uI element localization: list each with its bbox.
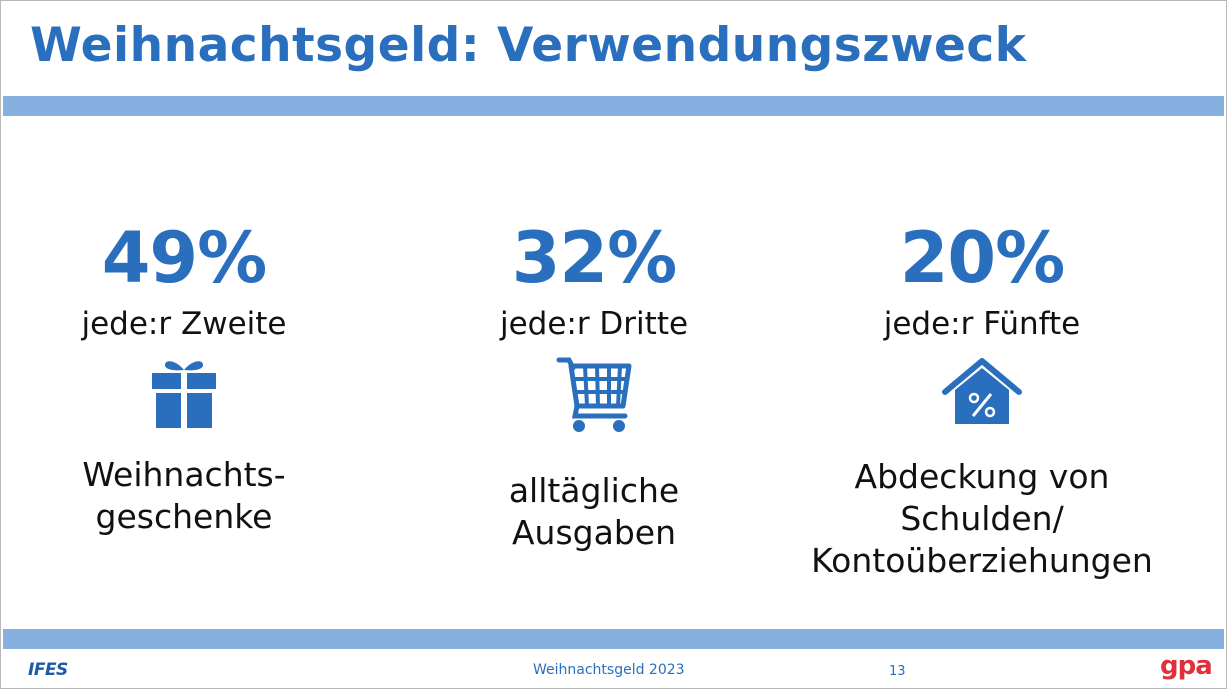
description-line: Ausgaben xyxy=(511,513,677,552)
description-line: Schulden/ xyxy=(900,499,1064,538)
house-percent-icon xyxy=(942,358,1022,424)
stat-column-expenses: 32% jede:r Dritte alltägliche Ausgaben xyxy=(444,217,744,552)
stat-share: jede:r Dritte xyxy=(499,306,689,342)
stat-share: jede:r Zweite xyxy=(81,306,287,342)
ifes-logo: IFES xyxy=(28,660,68,680)
description-line: geschenke xyxy=(95,497,273,536)
page-number: 13 xyxy=(889,664,906,679)
bottom-band xyxy=(3,629,1224,649)
description-line: Weihnachts- xyxy=(82,455,286,494)
stat-percent: 32% xyxy=(511,217,678,299)
stat-percent: 49% xyxy=(101,217,268,299)
stat-description: Abdeckung von Schulden/ Kontoüberziehung… xyxy=(782,456,1182,582)
stat-description: Weihnachts- geschenke xyxy=(34,454,334,538)
stat-column-gifts: 49% jede:r Zweite Weihnachts- geschenke xyxy=(34,217,334,536)
stat-description: alltägliche Ausgaben xyxy=(444,470,744,554)
stat-share: jede:r Fünfte xyxy=(883,306,1081,342)
gpa-logo: gpa xyxy=(1160,651,1213,681)
slide-title: Weihnachtsgeld: Verwendungszweck xyxy=(30,18,1027,73)
stat-column-debts: 20% jede:r Fünfte Abdeckung von Schulden… xyxy=(782,217,1182,580)
description-line: Kontoüberziehungen xyxy=(811,541,1153,580)
top-band xyxy=(3,96,1224,116)
description-line: alltägliche xyxy=(508,471,680,510)
gift-icon xyxy=(152,361,216,428)
shopping-cart-icon xyxy=(556,357,632,432)
stat-percent: 20% xyxy=(899,217,1066,299)
footer-title: Weihnachtsgeld 2023 xyxy=(533,662,685,678)
description-line: Abdeckung von xyxy=(854,457,1110,496)
